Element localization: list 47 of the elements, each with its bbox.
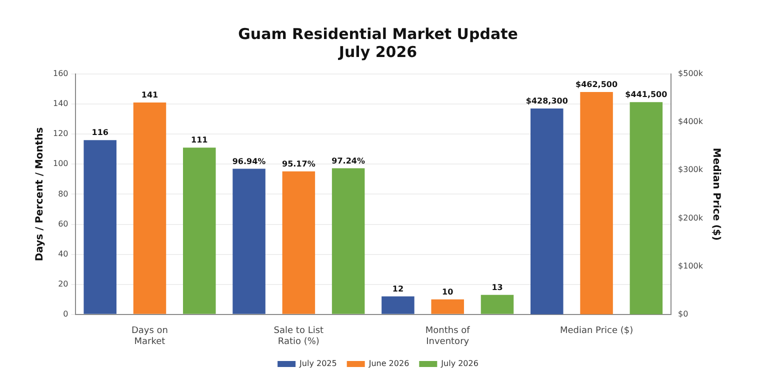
data-label: 97.24% [332, 156, 365, 166]
x-tick-label: Median Price ($) [560, 326, 634, 336]
data-label: 95.17% [282, 159, 316, 168]
legend-label: June 2026 [368, 359, 410, 368]
data-label: $428,300 [526, 96, 568, 106]
data-label: 12 [392, 284, 404, 294]
bar [480, 294, 514, 314]
y-tick-label: 160 [52, 69, 68, 78]
y-tick-label: 80 [58, 189, 68, 198]
y2-tick-label: $100k [678, 261, 704, 270]
chart-title: Guam Residential Market Update [238, 24, 518, 43]
y-tick-label: 40 [58, 249, 68, 258]
data-label: 10 [442, 287, 454, 296]
y-tick-label: 20 [58, 279, 68, 288]
x-tick-label: Days on Market [131, 326, 168, 347]
bar [133, 102, 166, 314]
y2-tick-label: $200k [678, 213, 704, 222]
data-label: 111 [191, 136, 208, 145]
data-label: 96.94% [232, 156, 266, 166]
data-label: 13 [492, 282, 503, 292]
y-tick-label: 100 [52, 159, 68, 168]
legend-label: July 2025 [298, 359, 337, 368]
y2-tick-label: $500k [678, 69, 704, 78]
y2-axis-title: Median Price ($) [710, 148, 722, 241]
y-axis-title: Days / Percent / Months [34, 127, 46, 262]
chart-subtitle: July 2026 [338, 42, 418, 61]
x-tick-label: Sale to List Ratio (%) [274, 326, 324, 347]
bar [282, 171, 316, 314]
data-label: 141 [141, 90, 159, 100]
legend-label: July 2026 [440, 359, 478, 368]
y-tick-label: 120 [52, 129, 68, 138]
x-tick-label: Months of Inventory [425, 326, 471, 347]
data-label: 116 [92, 128, 109, 138]
data-label: $462,500 [576, 80, 618, 90]
y2-tick-label: $300k [678, 165, 704, 174]
bar [382, 296, 414, 314]
bar [332, 168, 365, 314]
y-tick-label: 0 [63, 309, 68, 318]
y2-tick-label: $0 [678, 309, 688, 318]
data-label: $441,500 [625, 90, 668, 100]
y2-tick-label: $400k [678, 117, 704, 126]
bar [431, 299, 464, 314]
y-tick-label: 140 [52, 99, 68, 108]
bar [84, 140, 116, 314]
y-tick-label: 60 [58, 219, 68, 228]
bar [183, 148, 216, 314]
bar [232, 168, 266, 314]
